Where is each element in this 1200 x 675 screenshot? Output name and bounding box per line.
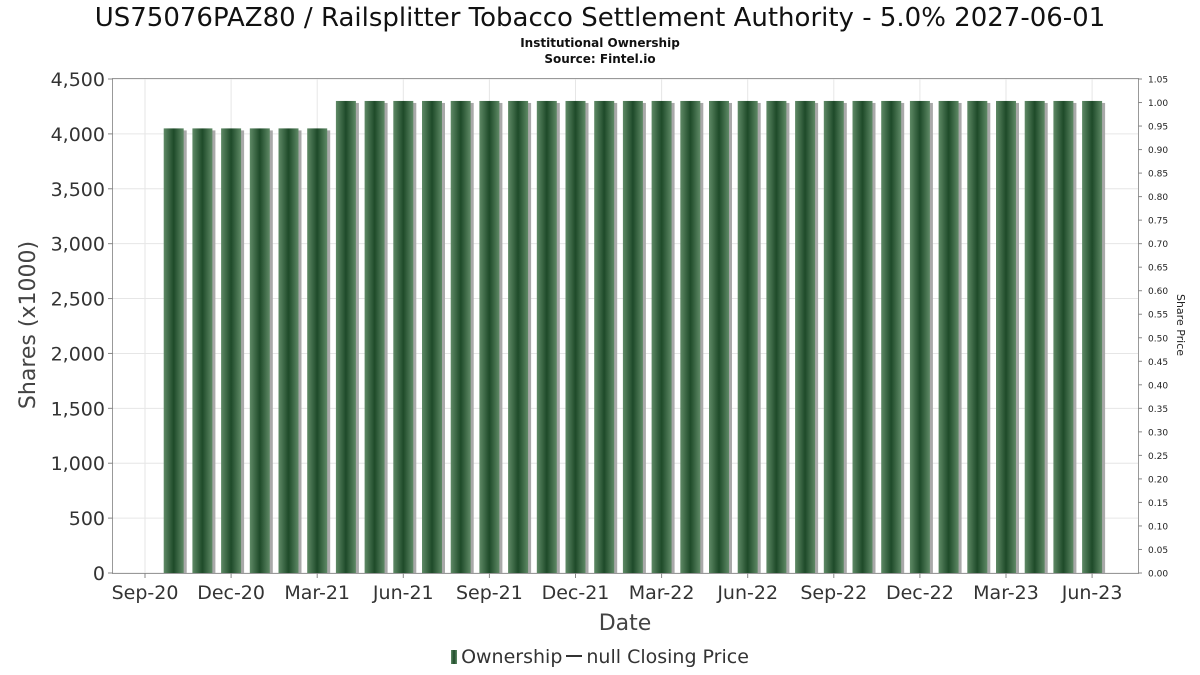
- x-tick-label: Mar-23: [973, 582, 1039, 604]
- x-tick-label: Jun-22: [716, 582, 778, 604]
- y2-tick-label: 0.35: [1148, 405, 1168, 415]
- x-tick-label: Jun-21: [372, 582, 434, 604]
- x-tick-label: Jun-23: [1061, 582, 1123, 604]
- y2-tick-label: 1.05: [1148, 76, 1168, 86]
- ownership-bar: [422, 100, 442, 573]
- y2-tick-label: 0.75: [1148, 217, 1168, 227]
- y2-tick-label: 0.55: [1148, 311, 1168, 321]
- y-axis: 0 500 1,000 1,500 2,000 2,500 3,000 3,500 4,000 4…: [51, 69, 113, 585]
- ownership-bar: [881, 100, 902, 573]
- y2-tick-label: 0.90: [1148, 146, 1168, 156]
- y-tick-label: 2,000: [51, 343, 105, 365]
- legend-ownership-label: Ownership: [461, 646, 563, 668]
- y2-tick-label: 0.95: [1148, 123, 1168, 133]
- ownership-bar: [565, 100, 586, 573]
- ownership-bar: [795, 100, 816, 573]
- y2-axis: 0.00 0.05 0.10 0.15 0.20 0.25 0.30 0.35 0.40 0.45…: [1138, 76, 1168, 580]
- x-tick-label: Sep-21: [456, 582, 523, 604]
- y-tick-label: 3,000: [51, 234, 105, 256]
- x-tick-label: Mar-21: [284, 582, 350, 604]
- y-tick-label: 4,000: [51, 124, 105, 146]
- ownership-bar: [680, 100, 701, 573]
- y-tick-label: 1,000: [51, 453, 105, 475]
- y-tick-label: 2,500: [51, 289, 105, 311]
- ownership-bar: [335, 100, 356, 573]
- x-tick-label: Sep-22: [800, 582, 867, 604]
- ownership-bar: [249, 128, 270, 573]
- ownership-bar: [996, 100, 1016, 573]
- x-axis: Sep-20 Dec-20 Mar-21 Jun-21 Sep-21 Dec-21 Mar-…: [112, 573, 1123, 604]
- y-tick-label: 0: [93, 563, 105, 585]
- y2-tick-label: 0.85: [1148, 170, 1168, 180]
- ownership-bar: [278, 128, 299, 573]
- y2-tick-label: 0.45: [1148, 358, 1168, 368]
- ownership-bar: [536, 100, 557, 573]
- x-tick-label: Mar-22: [629, 582, 695, 604]
- y2-tick-label: 0.05: [1148, 546, 1168, 556]
- ownership-bar: [737, 100, 758, 573]
- y-tick-label: 1,500: [51, 398, 105, 420]
- chart-subtitle: Institutional Ownership: [520, 36, 680, 50]
- ownership-bar: [192, 128, 213, 573]
- ownership-bar: [1082, 100, 1103, 573]
- chart-legend: Ownership null Closing Price: [0, 646, 1200, 668]
- y2-tick-label: 0.15: [1148, 499, 1168, 509]
- closing-price-legend-swatch: [566, 655, 583, 657]
- y-axis-label: Shares (x1000): [16, 241, 41, 409]
- y-tick-label: 4,500: [51, 69, 105, 91]
- y2-tick-label: 1.00: [1148, 99, 1168, 109]
- x-tick-label: Dec-20: [197, 582, 265, 604]
- ownership-bar: [393, 100, 414, 573]
- chart-source: Source: Fintel.io: [544, 52, 656, 66]
- x-tick-label: Dec-21: [542, 582, 610, 604]
- y2-tick-label: 0.50: [1148, 334, 1168, 344]
- ownership-bar: [651, 100, 672, 573]
- ownership-bar: [709, 100, 729, 573]
- y2-tick-label: 0.20: [1148, 475, 1168, 485]
- ownership-bar: [307, 128, 328, 573]
- ownership-bar: [508, 100, 529, 573]
- ownership-bar: [163, 128, 184, 573]
- ownership-bar: [967, 100, 988, 573]
- x-axis-label: Date: [599, 611, 652, 636]
- y-tick-label: 3,500: [51, 179, 105, 201]
- ownership-bar: [823, 100, 844, 573]
- x-tick-label: Dec-22: [886, 582, 954, 604]
- ownership-bar: [938, 100, 959, 573]
- y-tick-label: 500: [69, 508, 105, 530]
- ownership-bar: [622, 100, 643, 573]
- ownership-bar: [594, 100, 615, 573]
- y2-tick-label: 0.40: [1148, 381, 1168, 391]
- ownership-bar: [221, 128, 242, 573]
- ownership-bar: [1053, 100, 1074, 573]
- y2-tick-label: 0.30: [1148, 428, 1168, 438]
- y2-tick-label: 0.60: [1148, 287, 1168, 297]
- y2-tick-label: 0.25: [1148, 452, 1168, 462]
- ownership-bar: [364, 100, 385, 573]
- legend-closing-price-label: null Closing Price: [586, 646, 749, 668]
- ownership-bar: [766, 100, 787, 573]
- ownership-bar: [852, 100, 873, 573]
- ownership-bar: [450, 100, 471, 573]
- ownership-bar: [1024, 100, 1045, 573]
- y2-tick-label: 0.10: [1148, 522, 1168, 532]
- ownership-legend-swatch: [451, 650, 458, 664]
- plot-area-border: [112, 78, 1139, 574]
- y2-tick-label: 0.00: [1148, 570, 1168, 580]
- y2-tick-label: 0.80: [1148, 193, 1168, 203]
- ownership-bar: [909, 100, 930, 573]
- y2-axis-label: Share Price: [1174, 294, 1187, 356]
- bar-series: [163, 100, 1106, 573]
- y2-tick-label: 0.70: [1148, 240, 1168, 250]
- y2-tick-label: 0.65: [1148, 264, 1168, 274]
- ownership-bar: [479, 100, 500, 573]
- x-tick-label: Sep-20: [112, 582, 179, 604]
- chart-title: US75076PAZ80 / Railsplitter Tobacco Sett…: [94, 3, 1106, 33]
